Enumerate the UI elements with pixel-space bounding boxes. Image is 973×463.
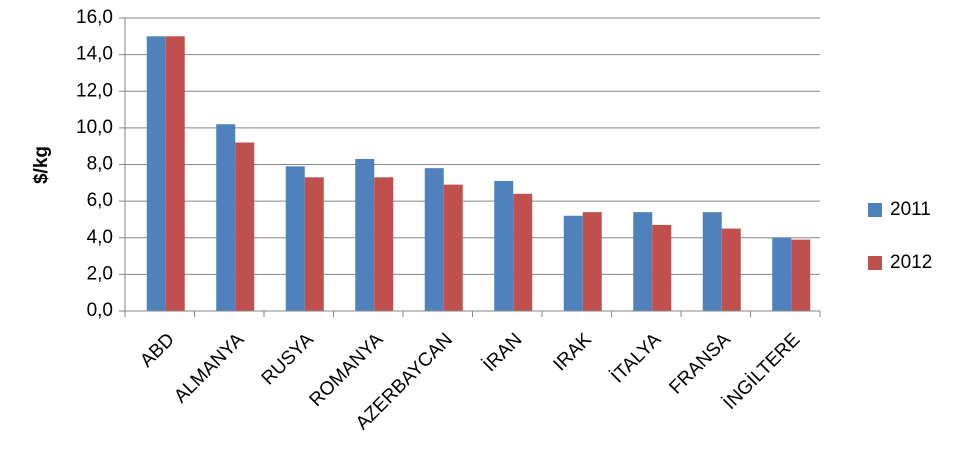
y-tick-label: 10,0 (76, 117, 113, 138)
y-tick-label: 4,0 (87, 227, 113, 248)
legend-label: 2011 (890, 199, 931, 220)
x-tick-label: ALMANYA (170, 329, 248, 407)
x-tick-label: İRAN (479, 329, 526, 376)
bar (772, 237, 792, 311)
bar (374, 177, 394, 311)
bar (443, 184, 463, 311)
y-tick-label: 14,0 (76, 44, 113, 65)
bar (791, 239, 811, 311)
bar (633, 212, 653, 311)
y-axis-label: $/kg (31, 146, 52, 184)
bar (702, 212, 722, 311)
legend-label: 2012 (890, 252, 932, 273)
bar (652, 224, 672, 311)
y-tick-label: 16,0 (76, 7, 113, 28)
bar (146, 36, 166, 311)
bar (424, 168, 444, 311)
bar (216, 124, 236, 312)
y-tick-label: 12,0 (76, 80, 113, 101)
x-tick-label: RUSYA (258, 329, 318, 389)
bar (494, 180, 514, 311)
x-tick-label: ABD (136, 329, 178, 371)
x-tick-label: İTALYA (607, 329, 665, 387)
y-tick-label: 2,0 (87, 263, 113, 284)
y-tick-label: 6,0 (87, 190, 113, 211)
bar (304, 177, 324, 311)
y-tick-label: 0,0 (87, 300, 113, 321)
x-tick-label: FRANSA (665, 329, 735, 399)
bar (285, 166, 305, 311)
x-tick-label: IRAK (550, 329, 596, 375)
legend-swatch (868, 256, 882, 270)
bar (513, 193, 533, 311)
bar (582, 212, 602, 311)
bar (355, 159, 375, 311)
bar (563, 215, 583, 311)
bar (721, 228, 741, 311)
legend-swatch (868, 203, 882, 217)
bar (235, 142, 255, 311)
y-tick-label: 8,0 (87, 154, 113, 175)
bar (165, 36, 185, 311)
